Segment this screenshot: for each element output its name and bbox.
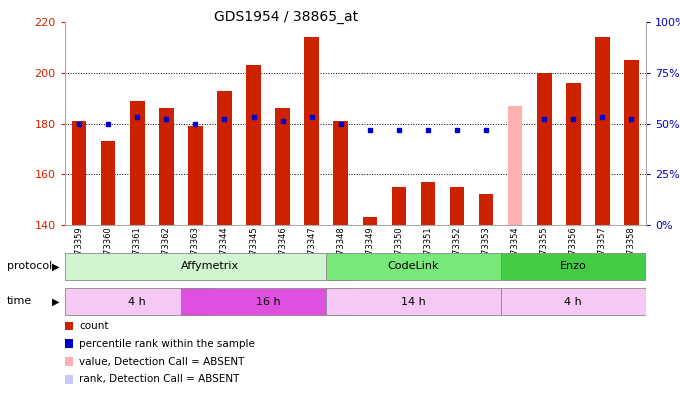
Bar bbox=[566, 83, 581, 225]
Bar bbox=[500, 253, 646, 280]
Text: 14 h: 14 h bbox=[401, 296, 426, 307]
Bar bbox=[421, 182, 435, 225]
Bar bbox=[508, 106, 522, 225]
Bar bbox=[362, 217, 377, 225]
Text: percentile rank within the sample: percentile rank within the sample bbox=[79, 339, 255, 349]
Bar bbox=[326, 253, 500, 280]
Text: protocol: protocol bbox=[7, 262, 52, 271]
Bar bbox=[246, 65, 261, 225]
Bar bbox=[537, 73, 551, 225]
Text: time: time bbox=[7, 296, 32, 306]
Text: 4 h: 4 h bbox=[129, 296, 146, 307]
Text: CodeLink: CodeLink bbox=[388, 261, 439, 271]
Bar bbox=[305, 37, 319, 225]
Text: count: count bbox=[79, 321, 108, 331]
Bar bbox=[500, 288, 646, 315]
Bar bbox=[326, 288, 500, 315]
Text: 16 h: 16 h bbox=[256, 296, 280, 307]
Bar bbox=[65, 288, 210, 315]
Bar bbox=[449, 187, 464, 225]
Bar bbox=[181, 288, 355, 315]
Text: rank, Detection Call = ABSENT: rank, Detection Call = ABSENT bbox=[79, 375, 239, 384]
Text: Affymetrix: Affymetrix bbox=[181, 261, 239, 271]
Bar bbox=[595, 37, 610, 225]
Bar bbox=[101, 141, 116, 225]
Text: ▶: ▶ bbox=[52, 296, 60, 306]
Bar bbox=[159, 108, 173, 225]
Bar bbox=[65, 253, 355, 280]
Text: ▶: ▶ bbox=[52, 262, 60, 271]
Bar bbox=[333, 121, 348, 225]
Text: GDS1954 / 38865_at: GDS1954 / 38865_at bbox=[214, 10, 358, 24]
Bar bbox=[479, 194, 494, 225]
Bar bbox=[624, 60, 639, 225]
Bar bbox=[217, 91, 232, 225]
Text: 4 h: 4 h bbox=[564, 296, 582, 307]
Bar bbox=[130, 101, 145, 225]
Bar bbox=[188, 126, 203, 225]
Bar bbox=[72, 121, 86, 225]
Text: Enzo: Enzo bbox=[560, 261, 587, 271]
Text: value, Detection Call = ABSENT: value, Detection Call = ABSENT bbox=[79, 357, 244, 367]
Bar bbox=[392, 187, 406, 225]
Bar bbox=[275, 108, 290, 225]
